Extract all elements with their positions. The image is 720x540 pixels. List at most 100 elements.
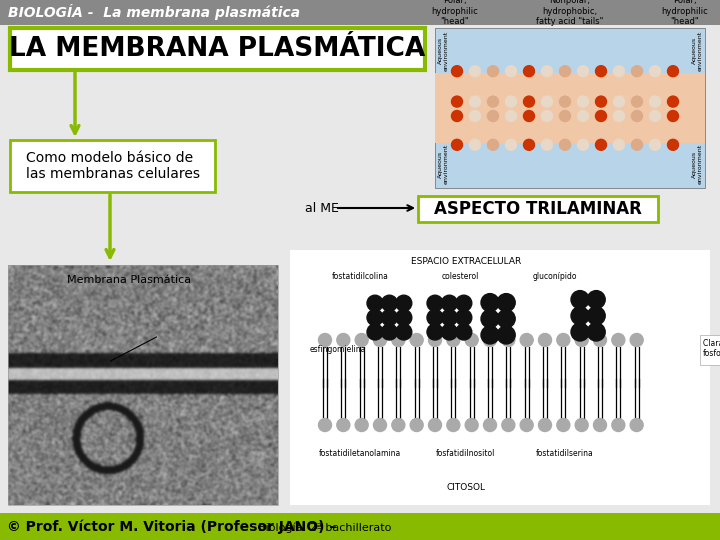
Circle shape	[427, 295, 443, 311]
Circle shape	[428, 334, 441, 347]
Text: fostatidiletanolamina: fostatidiletanolamina	[319, 449, 401, 458]
Circle shape	[571, 307, 589, 325]
Circle shape	[392, 418, 405, 431]
Circle shape	[498, 326, 516, 344]
Circle shape	[487, 139, 498, 150]
Circle shape	[667, 139, 678, 150]
Circle shape	[571, 323, 589, 341]
Circle shape	[456, 295, 472, 311]
Circle shape	[441, 295, 457, 311]
Circle shape	[451, 111, 462, 122]
Circle shape	[667, 111, 678, 122]
Circle shape	[505, 111, 516, 122]
Circle shape	[593, 418, 606, 431]
Circle shape	[631, 111, 642, 122]
Circle shape	[505, 139, 516, 150]
Circle shape	[557, 334, 570, 347]
Circle shape	[612, 418, 625, 431]
Circle shape	[502, 418, 515, 431]
Text: fosfatidilnositol: fosfatidilnositol	[436, 449, 495, 458]
Circle shape	[456, 324, 472, 340]
Circle shape	[318, 418, 331, 431]
Circle shape	[469, 139, 480, 150]
Circle shape	[410, 418, 423, 431]
Text: Aqueous
environment: Aqueous environment	[438, 144, 449, 184]
Bar	[8, 265, 278, 505]
Text: Aqueous
environment: Aqueous environment	[692, 30, 703, 71]
Circle shape	[577, 96, 588, 107]
Circle shape	[410, 334, 423, 347]
Circle shape	[447, 334, 460, 347]
Circle shape	[481, 294, 499, 312]
Text: ASPECTO TRILAMINAR: ASPECTO TRILAMINAR	[434, 200, 642, 218]
Circle shape	[541, 139, 552, 150]
Circle shape	[520, 418, 534, 431]
Circle shape	[667, 66, 678, 77]
Circle shape	[559, 111, 570, 122]
Circle shape	[469, 96, 480, 107]
Circle shape	[441, 324, 457, 340]
Circle shape	[649, 139, 660, 150]
Circle shape	[451, 96, 462, 107]
Circle shape	[559, 96, 570, 107]
Circle shape	[577, 111, 588, 122]
Circle shape	[630, 418, 643, 431]
Circle shape	[427, 309, 443, 326]
Circle shape	[505, 66, 516, 77]
Circle shape	[427, 324, 443, 340]
Text: fostatidilcolina: fostatidilcolina	[332, 272, 388, 281]
Bar	[0, 0, 720, 25]
Bar	[435, 73, 705, 143]
Text: Nonpolar,
hydrophobic,
fatty acid "tails": Nonpolar, hydrophobic, fatty acid "tails…	[536, 0, 603, 26]
Circle shape	[484, 334, 497, 347]
Circle shape	[520, 334, 534, 347]
Circle shape	[502, 334, 515, 347]
Circle shape	[613, 139, 624, 150]
FancyBboxPatch shape	[10, 28, 425, 70]
Circle shape	[382, 309, 397, 326]
Circle shape	[559, 66, 570, 77]
Circle shape	[595, 139, 606, 150]
Circle shape	[382, 324, 397, 340]
Text: © Prof. Víctor M. Vitoria (Profesor JANO) –: © Prof. Víctor M. Vitoria (Profesor JANO…	[7, 519, 336, 534]
Circle shape	[577, 139, 588, 150]
Circle shape	[523, 66, 534, 77]
Circle shape	[649, 111, 660, 122]
Text: Membrana Plasmática: Membrana Plasmática	[68, 275, 192, 285]
FancyBboxPatch shape	[418, 196, 658, 222]
Circle shape	[667, 96, 678, 107]
Text: Aqueous
environment: Aqueous environment	[438, 30, 449, 71]
Circle shape	[571, 291, 589, 308]
Text: fostatidilserina: fostatidilserina	[536, 449, 594, 458]
Circle shape	[498, 310, 516, 328]
Text: BIOLOGÍA -  La membrana plasmática: BIOLOGÍA - La membrana plasmática	[8, 4, 300, 21]
Circle shape	[595, 96, 606, 107]
Circle shape	[481, 310, 499, 328]
Circle shape	[577, 66, 588, 77]
Circle shape	[382, 295, 397, 311]
Circle shape	[396, 309, 412, 326]
Circle shape	[396, 295, 412, 311]
Circle shape	[631, 96, 642, 107]
Circle shape	[631, 66, 642, 77]
Circle shape	[523, 139, 534, 150]
Circle shape	[367, 295, 383, 311]
Circle shape	[575, 418, 588, 431]
Circle shape	[575, 334, 588, 347]
Circle shape	[428, 418, 441, 431]
Circle shape	[456, 309, 472, 326]
Circle shape	[367, 309, 383, 326]
Text: esfingomielina: esfingomielina	[310, 345, 366, 354]
Circle shape	[441, 309, 457, 326]
Circle shape	[396, 324, 412, 340]
Circle shape	[541, 96, 552, 107]
Circle shape	[593, 334, 606, 347]
Circle shape	[523, 111, 534, 122]
Circle shape	[392, 334, 405, 347]
Circle shape	[355, 334, 368, 347]
Circle shape	[487, 66, 498, 77]
Circle shape	[465, 418, 478, 431]
Text: CITOSOL: CITOSOL	[447, 483, 486, 492]
Text: colesterol: colesterol	[441, 272, 479, 281]
Circle shape	[613, 96, 624, 107]
